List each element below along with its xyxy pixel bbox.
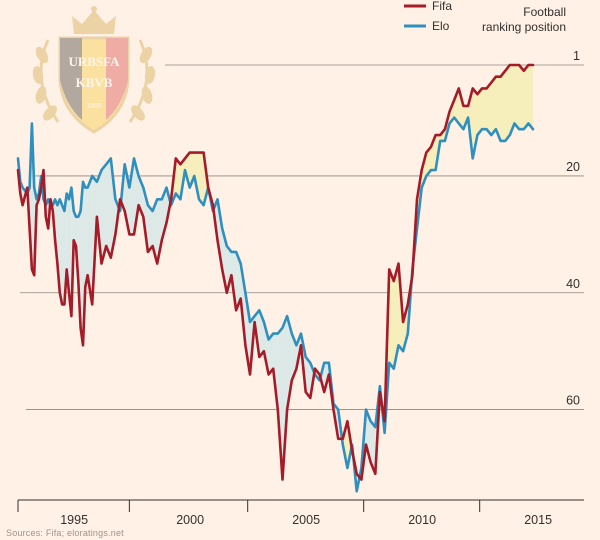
legend-fifa-label: Fifa — [432, 0, 452, 13]
gap-fill-segment — [426, 146, 431, 176]
gap-fill-segment — [59, 199, 63, 305]
y-tick-label-60: 60 — [566, 394, 580, 408]
gap-fill-segment — [217, 199, 223, 270]
gap-fill-segment — [69, 187, 72, 317]
gap-fill-segment — [277, 327, 283, 480]
gap-fill-segment — [147, 205, 153, 252]
laurel-wreath-icon — [39, 39, 149, 123]
gap-fill-segment — [491, 76, 496, 136]
gap-fill-segment — [477, 88, 482, 136]
gap-fill-segment — [101, 164, 107, 264]
gap-fill-segment — [305, 357, 311, 398]
gap-fill-segment — [226, 246, 232, 293]
gap-fill-segment — [110, 158, 116, 258]
source-note: Sources: Fifa; eloratings.net — [6, 528, 124, 538]
crown-icon — [72, 6, 116, 34]
gap-fill-segment — [134, 158, 139, 235]
x-axis: 1995 2000 2005 2010 2015 — [17, 499, 584, 527]
gap-fill-segment — [175, 158, 181, 200]
laurel-leaves — [32, 46, 156, 121]
gap-fill-segment — [282, 316, 288, 480]
y-axis-label: Football ranking position — [482, 5, 566, 34]
series-lines — [16, 63, 535, 493]
gap-fill-segment — [263, 321, 269, 375]
x-tick-label-2000: 2000 — [176, 513, 204, 527]
legend: Fifa Elo — [404, 0, 452, 33]
gap-fill-segment — [62, 205, 65, 305]
legend-elo-label: Elo — [432, 19, 450, 33]
gap-fill-segment — [370, 421, 376, 474]
gap-fill-segment — [519, 65, 524, 130]
federation-logo: URBSFA KBVB 1895 — [32, 6, 156, 134]
logo-year: 1895 — [86, 103, 102, 110]
y-axis-label-line-2: ranking position — [482, 20, 566, 34]
gap-fill-segment — [495, 76, 501, 141]
series-line-fifa — [16, 63, 535, 481]
gap-fill-segment — [87, 175, 93, 305]
x-tick-label-1995: 1995 — [60, 513, 88, 527]
gap-fill-segment — [85, 187, 88, 287]
y-axis-label-line-1: Football — [523, 5, 566, 19]
gap-fill-segment — [509, 65, 515, 136]
gap-fill-segment — [403, 304, 408, 352]
y-axis-ticks: 1 20 40 60 — [566, 49, 580, 408]
logo-text-bottom: KBVB — [76, 75, 113, 90]
gap-fill-segment — [505, 65, 510, 141]
gap-fill-segment — [500, 70, 506, 141]
y-tick-label-40: 40 — [566, 277, 580, 291]
gap-fill-segment — [129, 158, 134, 235]
gap-fill-segment — [514, 65, 520, 130]
gap-fill-segment — [198, 152, 204, 206]
gap-fill-segment — [486, 82, 492, 136]
gap-fill-segment — [80, 181, 83, 346]
gap-fill-segment — [482, 88, 487, 130]
gap-fill-segment — [268, 333, 274, 375]
y-tick-label-1: 1 — [573, 49, 580, 63]
gap-fill-segment — [389, 269, 394, 369]
shield-icon — [58, 36, 130, 134]
gap-fill-segment — [73, 211, 76, 247]
gap-fill-segment — [106, 158, 111, 258]
gap-fill-segment — [236, 251, 241, 311]
gap-fill-segment — [528, 65, 534, 130]
gap-fill-segment — [157, 199, 162, 264]
gap-fill-segment — [393, 263, 399, 369]
y-tick-label-20: 20 — [566, 160, 580, 174]
gap-fill-segment — [245, 292, 250, 375]
logo-text-top: URBSFA — [68, 54, 120, 69]
gap-fill-segment — [458, 88, 464, 130]
x-tick-label-2010: 2010 — [408, 513, 436, 527]
series-line-elo — [16, 116, 535, 493]
x-tick-label-2015: 2015 — [524, 513, 552, 527]
gap-fill-segment — [523, 65, 529, 130]
x-tick-label-2005: 2005 — [292, 513, 320, 527]
gap-fill-segment — [66, 193, 70, 293]
